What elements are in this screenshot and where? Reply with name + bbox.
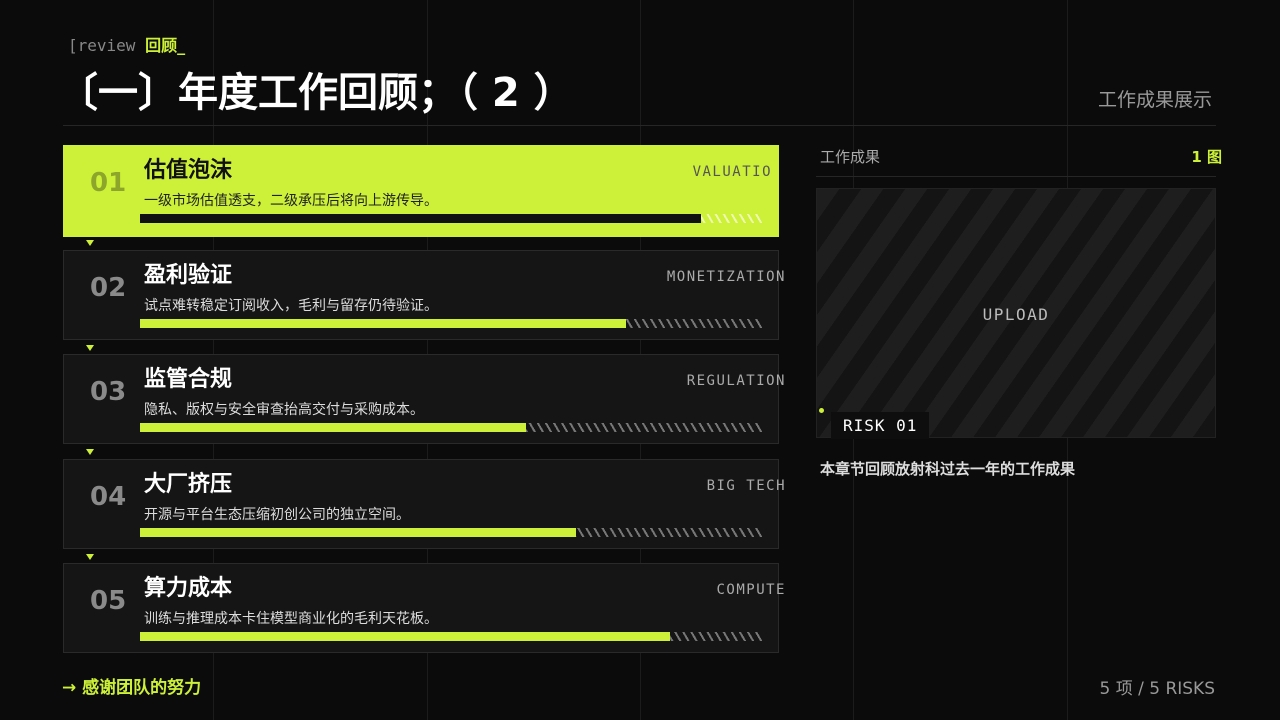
title: 〔一〕年度工作回顾；（ 2 ） bbox=[58, 70, 574, 116]
item-number: 02 bbox=[90, 272, 127, 303]
item-description: 一级市场估值透支，二级承压后将向上游传导。 bbox=[144, 193, 438, 209]
item-title: 估值泡沫 bbox=[144, 158, 233, 183]
connector bbox=[86, 344, 94, 351]
progress-bar bbox=[140, 214, 701, 223]
connector bbox=[86, 240, 94, 246]
item-title: 监管合规 bbox=[144, 367, 233, 392]
item-card: 01 估值泡沫一级市场估值透支，二级承压后将向上游传导。 VALUATIO bbox=[63, 145, 779, 237]
item-card: 05 算力成本训练与推理成本卡住模型商业化的毛利天花板。 COMPUTE bbox=[63, 563, 785, 653]
item-number: 01 bbox=[90, 168, 127, 198]
divider bbox=[816, 176, 1216, 177]
arrow: → bbox=[62, 678, 77, 698]
message: 感谢团队的努力 bbox=[82, 678, 202, 698]
item-number: 04 bbox=[90, 481, 127, 512]
progress-track bbox=[140, 318, 763, 328]
connector bbox=[86, 553, 94, 560]
panel-title: 工作成果 bbox=[820, 148, 881, 166]
progress-bar bbox=[140, 632, 670, 641]
header-tag: [review 回顾_ bbox=[68, 32, 185, 56]
item-tag: REGULATION bbox=[686, 373, 786, 389]
item-tag: MONETIZATION bbox=[666, 268, 786, 285]
progress-track bbox=[140, 527, 763, 537]
section-label: 工作成果展示 bbox=[1097, 89, 1212, 111]
divider bbox=[63, 125, 1216, 126]
tag-prefix: [review bbox=[68, 36, 136, 55]
footer-message: → 感谢团队的努力 bbox=[62, 673, 201, 698]
image-placeholder[interactable]: UPLOAD RISK 01 bbox=[816, 188, 1216, 439]
item-tag: VALUATIO bbox=[692, 164, 772, 180]
item-title: 盈利验证 bbox=[144, 262, 233, 288]
tag-label: 回顾_ bbox=[145, 36, 186, 55]
item-card: 04 大厂挤压开源与平台生态压缩初创公司的独立空间。 BIG TECH bbox=[63, 458, 784, 549]
footer-summary: 5 项 / 5 RISKS bbox=[1099, 679, 1215, 699]
progress-track bbox=[140, 423, 763, 432]
item-tag: COMPUTE bbox=[716, 582, 786, 598]
item-title: 算力成本 bbox=[144, 576, 233, 601]
badge: RISK 01 bbox=[831, 412, 930, 439]
progress-bar bbox=[140, 527, 577, 537]
progress-track bbox=[140, 214, 763, 223]
item-card: 02 盈利验证试点难转稳定订阅收入，毛利与留存仍待验证。 MONETIZATION bbox=[63, 249, 784, 340]
item-title: 大厂挤压 bbox=[144, 471, 233, 497]
placeholder-text: UPLOAD bbox=[982, 305, 1050, 324]
panel-count: 1 图 bbox=[1191, 148, 1222, 166]
progress-bar bbox=[140, 423, 527, 432]
item-number: 03 bbox=[90, 377, 127, 407]
item-description: 训练与推理成本卡住模型商业化的毛利天花板。 bbox=[144, 611, 438, 627]
item-description: 开源与平台生态压缩初创公司的独立空间。 bbox=[144, 506, 410, 523]
item-number: 05 bbox=[90, 586, 127, 616]
progress-track bbox=[140, 632, 763, 641]
item-description: 隐私、版权与安全审查抬高交付与采购成本。 bbox=[144, 402, 424, 418]
badge-dot bbox=[819, 408, 824, 413]
item-card: 03 监管合规隐私、版权与安全审查抬高交付与采购成本。 REGULATION bbox=[63, 354, 784, 444]
item-description: 试点难转稳定订阅收入，毛利与留存仍待验证。 bbox=[144, 297, 438, 314]
caption: 本章节回顾放射科过去一年的工作成果 bbox=[820, 460, 1076, 478]
connector bbox=[86, 449, 94, 455]
progress-bar bbox=[140, 318, 626, 328]
item-tag: BIG TECH bbox=[706, 477, 786, 494]
